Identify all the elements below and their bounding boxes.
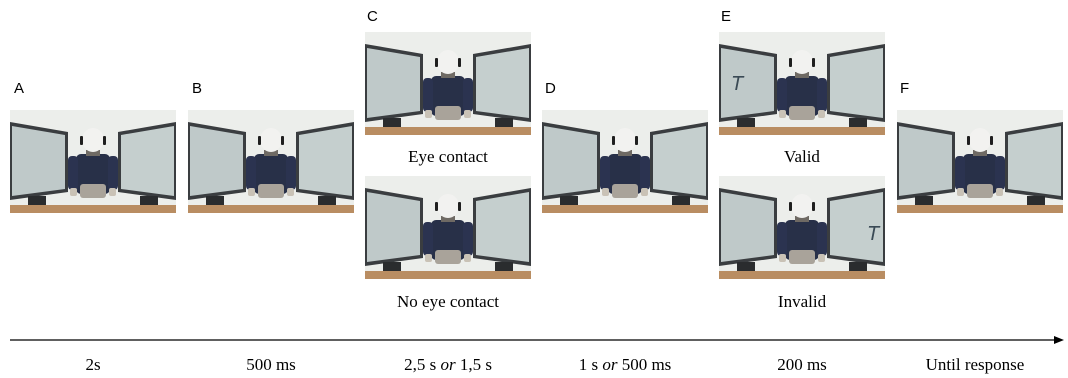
robot-image-f [897,110,1063,213]
timing-f: Until response [925,355,1025,374]
caption-eye-contact: Eye contact [408,147,488,166]
timing-b: 500 ms [246,355,296,374]
robot-scene-icon [897,110,1063,213]
panel-label-c: C [367,8,378,25]
timing-c-or: or [440,355,456,374]
timing-d-or: or [602,355,618,374]
timing-c-a: 2,5 s [404,355,441,374]
timing-d-b: 500 ms [617,355,672,374]
caption-invalid: Invalid [777,292,827,311]
robot-image-b [188,110,354,213]
robot-scene-icon: T [719,32,885,135]
robot-scene-icon [188,110,354,213]
target-letter-right: T [867,223,881,245]
robot-image-c-eye-contact [365,32,531,135]
timeline-arrow [10,336,1064,344]
panel-label-d: D [545,80,556,97]
robot-image-a [10,110,176,213]
robot-scene-icon [10,110,176,213]
robot-image-c-no-eye-contact [365,176,531,279]
panel-label-a: A [14,80,25,97]
target-letter-left: T [731,73,745,95]
timing-c: 2,5 s or 1,5 s [363,355,533,375]
panel-label-e: E [721,8,732,25]
caption-valid: Valid [784,147,820,166]
timing-c-b: 1,5 s [455,355,492,374]
panel-label-f: F [900,80,910,97]
timing-e: 200 ms [777,355,827,374]
timing-d: 1 s or 500 ms [540,355,710,375]
robot-scene-icon: T [719,176,885,279]
robot-scene-icon [365,176,531,279]
caption-no-eye-contact: No eye contact [397,292,499,311]
timing-d-a: 1 s [578,355,603,374]
robot-image-e-valid: T [719,32,885,135]
robot-scene-icon [542,110,708,213]
timing-a: 2s [85,355,101,374]
robot-scene-icon [365,32,531,135]
robot-image-e-invalid: T [719,176,885,279]
robot-image-d [542,110,708,213]
panel-label-b: B [192,80,203,97]
